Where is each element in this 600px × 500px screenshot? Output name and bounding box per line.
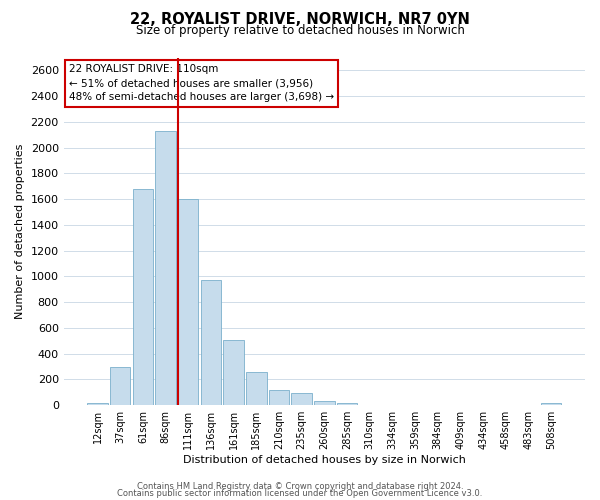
Y-axis label: Number of detached properties: Number of detached properties (15, 144, 25, 319)
Text: Contains public sector information licensed under the Open Government Licence v3: Contains public sector information licen… (118, 488, 482, 498)
Bar (541, 402, 562, 405)
Bar (88, 402, 108, 405)
Bar (337, 404, 357, 405)
Bar (314, 402, 335, 405)
Bar (133, 189, 153, 405)
Bar (428, 404, 448, 405)
Bar (201, 280, 221, 405)
X-axis label: Distribution of detached houses by size in Norwich: Distribution of detached houses by size … (183, 455, 466, 465)
Text: Size of property relative to detached houses in Norwich: Size of property relative to detached ho… (136, 24, 464, 37)
Bar (269, 390, 289, 405)
Text: Contains HM Land Registry data © Crown copyright and database right 2024.: Contains HM Land Registry data © Crown c… (137, 482, 463, 491)
Bar (223, 340, 244, 405)
Bar (110, 367, 130, 405)
Text: 22 ROYALIST DRIVE: 110sqm
← 51% of detached houses are smaller (3,956)
48% of se: 22 ROYALIST DRIVE: 110sqm ← 51% of detac… (69, 64, 334, 102)
Bar (246, 372, 266, 405)
Bar (155, 131, 176, 405)
Text: 22, ROYALIST DRIVE, NORWICH, NR7 0YN: 22, ROYALIST DRIVE, NORWICH, NR7 0YN (130, 12, 470, 28)
Bar (178, 199, 199, 405)
Bar (292, 393, 312, 405)
